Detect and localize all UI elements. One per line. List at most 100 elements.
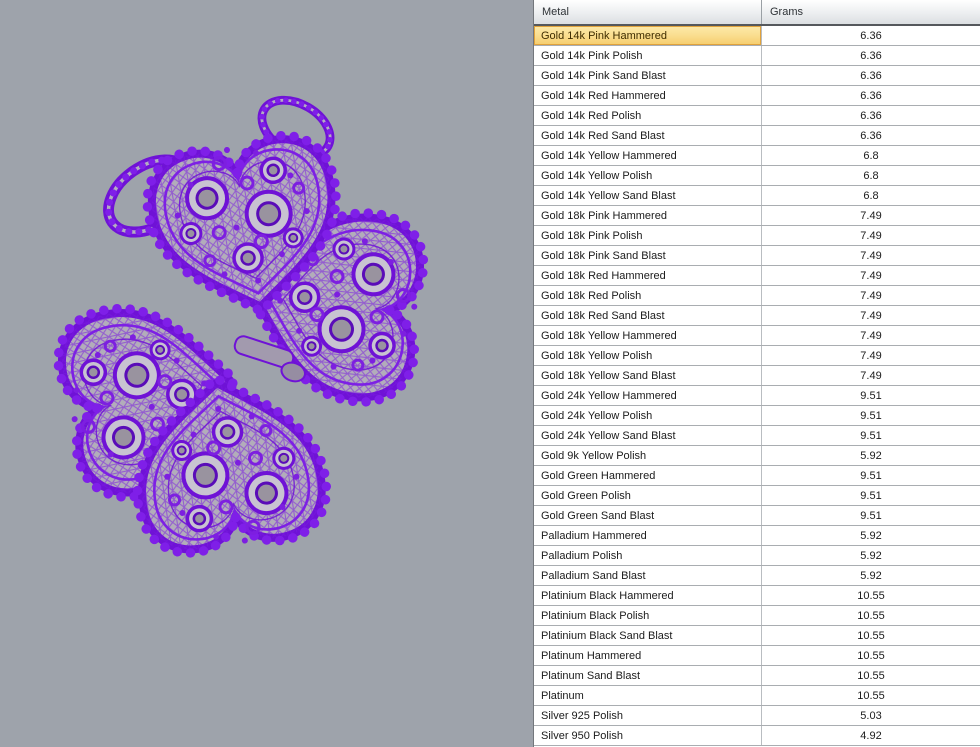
table-row[interactable]: Gold Green Sand Blast 9.51 — [534, 506, 980, 526]
grams-cell: 4.92 — [860, 729, 882, 742]
grams-cell: 7.49 — [860, 289, 882, 302]
metal-cell: Gold 24k Yellow Sand Blast — [534, 426, 762, 445]
grams-cell: 9.51 — [860, 469, 882, 482]
column-header-metal[interactable]: Metal — [534, 0, 762, 24]
metal-cell: Gold 14k Red Sand Blast — [534, 126, 762, 145]
metal-cell: Gold 14k Pink Sand Blast — [534, 66, 762, 85]
metal-cell: Gold 9k Yellow Polish — [534, 446, 762, 465]
metal-cell: Palladium Polish — [534, 546, 762, 565]
table-row[interactable]: Platinum Sand Blast 10.55 — [534, 666, 980, 686]
table-row[interactable]: Gold 14k Red Polish 6.36 — [534, 106, 980, 126]
metal-cell: Gold 14k Red Polish — [534, 106, 762, 125]
table-row[interactable]: Platinium Black Sand Blast 10.55 — [534, 626, 980, 646]
grams-cell: 7.49 — [860, 269, 882, 282]
grams-cell: 7.49 — [860, 209, 882, 222]
table-row[interactable]: Silver 925 Polish 5.03 — [534, 706, 980, 726]
grams-cell: 9.51 — [860, 509, 882, 522]
table-row[interactable]: Gold 24k Yellow Hammered 9.51 — [534, 386, 980, 406]
table-row[interactable]: Gold 14k Pink Polish 6.36 — [534, 46, 980, 66]
grams-cell: 7.49 — [860, 329, 882, 342]
table-row[interactable]: Gold 24k Yellow Sand Blast 9.51 — [534, 426, 980, 446]
metal-cell: Platinum Sand Blast — [534, 666, 762, 685]
metal-cell: Gold Green Polish — [534, 486, 762, 505]
metal-cell: Silver 925 Polish — [534, 706, 762, 725]
table-row[interactable]: Gold 18k Yellow Sand Blast 7.49 — [534, 366, 980, 386]
metals-table-panel: Metal Grams Gold 14k Pink Hammered 6.36 … — [533, 0, 980, 747]
metal-cell: Gold 24k Yellow Polish — [534, 406, 762, 425]
table-row[interactable]: Gold 18k Red Sand Blast 7.49 — [534, 306, 980, 326]
grams-cell: 7.49 — [860, 349, 882, 362]
table-row[interactable]: Platinium Black Polish 10.55 — [534, 606, 980, 626]
metal-cell: Palladium Sand Blast — [534, 566, 762, 585]
metal-cell: Gold 18k Yellow Polish — [534, 346, 762, 365]
grams-cell: 10.55 — [857, 589, 885, 602]
3d-viewport[interactable] — [0, 0, 533, 747]
grams-cell: 10.55 — [857, 669, 885, 682]
table-row[interactable]: Gold 18k Pink Hammered 7.49 — [534, 206, 980, 226]
metal-cell: Platinium Black Sand Blast — [534, 626, 762, 645]
table-row[interactable]: Silver 950 Polish 4.92 — [534, 726, 980, 746]
metal-cell: Gold 18k Pink Hammered — [534, 206, 762, 225]
grams-cell: 5.03 — [860, 709, 882, 722]
grams-cell: 7.49 — [860, 369, 882, 382]
table-header: Metal Grams — [534, 0, 980, 26]
table-row[interactable]: Palladium Sand Blast 5.92 — [534, 566, 980, 586]
table-row[interactable]: Platinum 10.55 — [534, 686, 980, 706]
metal-cell: Platinum Hammered — [534, 646, 762, 665]
grams-cell: 6.8 — [863, 169, 879, 182]
table-row[interactable]: Gold 18k Yellow Polish 7.49 — [534, 346, 980, 366]
table-row[interactable]: Gold 14k Pink Hammered 6.36 — [534, 26, 980, 46]
table-row[interactable]: Gold 14k Pink Sand Blast 6.36 — [534, 66, 980, 86]
table-row[interactable]: Palladium Hammered 5.92 — [534, 526, 980, 546]
grams-cell: 10.55 — [857, 629, 885, 642]
table-row[interactable]: Platinum Hammered 10.55 — [534, 646, 980, 666]
grams-cell: 9.51 — [860, 389, 882, 402]
table-row[interactable]: Gold 18k Pink Sand Blast 7.49 — [534, 246, 980, 266]
grams-cell: 7.49 — [860, 249, 882, 262]
table-body: Gold 14k Pink Hammered 6.36 Gold 14k Pin… — [534, 26, 980, 747]
table-row[interactable]: Gold 24k Yellow Polish 9.51 — [534, 406, 980, 426]
grams-cell: 10.55 — [857, 609, 885, 622]
grams-cell: 7.49 — [860, 309, 882, 322]
grams-cell: 5.92 — [860, 529, 882, 542]
table-row[interactable]: Gold 14k Yellow Sand Blast 6.8 — [534, 186, 980, 206]
table-row[interactable]: Gold 14k Red Sand Blast 6.36 — [534, 126, 980, 146]
metal-cell: Gold 14k Yellow Sand Blast — [534, 186, 762, 205]
table-row[interactable]: Gold 14k Yellow Polish 6.8 — [534, 166, 980, 186]
metal-cell: Gold 18k Pink Polish — [534, 226, 762, 245]
grams-cell: 9.51 — [860, 489, 882, 502]
table-row[interactable]: Gold 14k Red Hammered 6.36 — [534, 86, 980, 106]
metal-cell: Gold 14k Pink Hammered — [534, 26, 762, 45]
metal-cell: Gold 24k Yellow Hammered — [534, 386, 762, 405]
grams-cell: 6.8 — [863, 189, 879, 202]
table-row[interactable]: Gold 18k Yellow Hammered 7.49 — [534, 326, 980, 346]
metal-cell: Gold Green Sand Blast — [534, 506, 762, 525]
grams-cell: 5.92 — [860, 569, 882, 582]
table-row[interactable]: Gold 9k Yellow Polish 5.92 — [534, 446, 980, 466]
column-header-grams[interactable]: Grams — [770, 6, 803, 18]
table-row[interactable]: Gold Green Polish 9.51 — [534, 486, 980, 506]
metal-cell: Gold 14k Yellow Hammered — [534, 146, 762, 165]
metal-cell: Silver 950 Polish — [534, 726, 762, 745]
metal-cell: Gold 18k Yellow Sand Blast — [534, 366, 762, 385]
metal-cell: Gold 18k Red Sand Blast — [534, 306, 762, 325]
grams-cell: 10.55 — [857, 649, 885, 662]
table-row[interactable]: Gold 14k Yellow Hammered 6.8 — [534, 146, 980, 166]
metal-cell: Gold 14k Yellow Polish — [534, 166, 762, 185]
table-row[interactable]: Platinium Black Hammered 10.55 — [534, 586, 980, 606]
grams-cell: 9.51 — [860, 409, 882, 422]
table-row[interactable]: Gold 18k Red Polish 7.49 — [534, 286, 980, 306]
table-row[interactable]: Gold 18k Pink Polish 7.49 — [534, 226, 980, 246]
table-row[interactable]: Palladium Polish 5.92 — [534, 546, 980, 566]
grams-cell: 6.36 — [860, 69, 882, 82]
metal-cell: Palladium Hammered — [534, 526, 762, 545]
metal-cell: Platinum — [534, 686, 762, 705]
grams-cell: 5.92 — [860, 549, 882, 562]
metal-cell: Gold 18k Yellow Hammered — [534, 326, 762, 345]
grams-cell: 6.36 — [860, 29, 882, 42]
table-row[interactable]: Gold Green Hammered 9.51 — [534, 466, 980, 486]
table-row[interactable]: Gold 18k Red Hammered 7.49 — [534, 266, 980, 286]
metal-cell: Gold 18k Red Polish — [534, 286, 762, 305]
metal-cell: Gold Green Hammered — [534, 466, 762, 485]
grams-cell: 7.49 — [860, 229, 882, 242]
